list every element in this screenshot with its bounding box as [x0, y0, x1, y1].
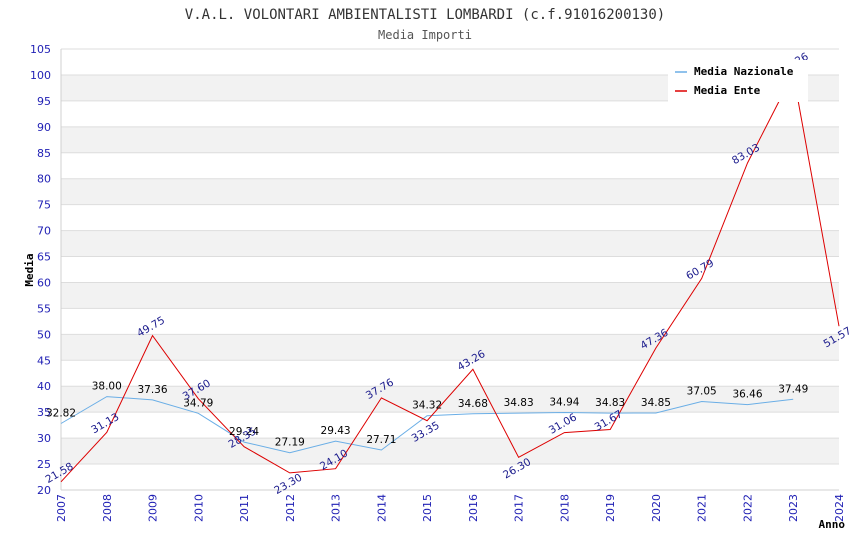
data-label-media-nazionale: 29.43 [321, 425, 351, 437]
grid-band [61, 282, 839, 309]
x-tick-label: 2009 [147, 494, 160, 522]
y-tick-label: 70 [37, 225, 51, 238]
data-label-media-nazionale: 34.79 [183, 397, 213, 409]
data-label-media-nazionale: 34.83 [595, 397, 625, 409]
grid-band [61, 334, 839, 361]
data-label-media-nazionale: 37.36 [137, 384, 167, 396]
legend: Media Nazionale Media Ente [668, 60, 808, 102]
data-label-media-nazionale: 34.85 [641, 397, 671, 409]
x-tick-label: 2022 [741, 494, 754, 522]
y-tick-label: 35 [37, 406, 51, 419]
x-tick-label: 2016 [467, 494, 480, 522]
x-tick-label: 2012 [284, 494, 297, 522]
y-tick-label: 65 [37, 251, 51, 264]
data-label-media-ente: 31.13 [89, 411, 121, 436]
data-labels: 32.82 38.00 37.36 34.79 29.24 27.19 29.43 27.71… [43, 50, 850, 497]
y-tick-label: 60 [37, 276, 51, 289]
chart-title: V.A.L. VOLONTARI AMBIENTALISTI LOMBARDI … [185, 7, 665, 23]
series-line-media-ente [60, 72, 840, 483]
y-tick-label: 55 [37, 302, 51, 315]
data-label-media-nazionale: 34.94 [549, 396, 579, 408]
legend-label-media-ente: Media Ente [694, 84, 761, 97]
y-tick-label: 20 [37, 484, 51, 497]
grid-band [61, 178, 839, 205]
x-tick-label: 2019 [604, 494, 617, 522]
x-tick-label: 2013 [330, 494, 343, 522]
legend-label-media-nazionale: Media Nazionale [694, 65, 794, 78]
data-label-media-nazionale: 34.32 [412, 400, 442, 412]
grid-band [61, 230, 839, 257]
grid-lines [61, 48, 839, 491]
legend-box [668, 60, 808, 102]
x-tick-label: 2024 [833, 494, 846, 522]
data-label-media-ente: 23.30 [272, 472, 304, 497]
x-tick-label: 2008 [101, 494, 114, 522]
x-tick-label: 2017 [513, 494, 526, 522]
y-tick-label: 30 [37, 432, 51, 445]
data-label-media-ente: 60.79 [684, 257, 716, 282]
x-tick-label: 2007 [55, 494, 68, 522]
y-tick-label: 80 [37, 173, 51, 186]
grid-band [61, 438, 839, 465]
x-axis-label: Anno [819, 518, 846, 531]
data-label-media-nazionale: 38.00 [92, 381, 122, 393]
grid-band [61, 126, 839, 153]
data-label-media-nazionale: 27.19 [275, 437, 305, 449]
y-axis-label: Media [23, 253, 36, 286]
y-tick-label: 90 [37, 121, 51, 134]
y-tick-label: 75 [37, 199, 51, 212]
series-line-media-nazionale [60, 396, 794, 454]
grid-bands [61, 74, 839, 465]
x-tick-label: 2010 [192, 494, 205, 522]
grid-band [61, 386, 839, 413]
y-tick-label: 25 [37, 458, 51, 471]
series-lines [60, 72, 840, 483]
y-tick-label: 50 [37, 328, 51, 341]
y-tick-label: 45 [37, 354, 51, 367]
y-tick-label: 105 [30, 43, 51, 56]
x-tick-label: 2021 [696, 494, 709, 522]
chart-subtitle: Media Importi [378, 28, 472, 42]
x-tick-label: 2014 [375, 494, 388, 522]
x-tick-label: 2018 [558, 494, 571, 522]
y-tick-label: 40 [37, 380, 51, 393]
data-label-media-nazionale: 37.49 [778, 383, 808, 395]
y-tick-label: 95 [37, 95, 51, 108]
x-tick-label: 2023 [787, 494, 800, 522]
data-label-media-nazionale: 34.83 [504, 397, 534, 409]
x-tick-label: 2011 [238, 494, 251, 522]
data-label-media-nazionale: 27.71 [366, 434, 396, 446]
x-tick-label: 2020 [650, 494, 663, 522]
data-label-media-nazionale: 29.24 [229, 426, 259, 438]
y-tick-label: 85 [37, 147, 51, 160]
x-tick-labels: 2007 2008 2009 2010 2011 2012 2013 2014 2015 2016… [55, 494, 846, 522]
data-label-media-nazionale: 32.82 [46, 407, 76, 419]
y-tick-labels: 20 25 30 35 40 45 50 55 60 65 70 75 80 85 90 95 100 105 [30, 43, 51, 497]
data-label-media-nazionale: 34.68 [458, 398, 488, 410]
x-tick-label: 2015 [421, 494, 434, 522]
y-tick-label: 100 [30, 69, 51, 82]
data-label-media-nazionale: 36.46 [732, 389, 762, 401]
data-label-media-nazionale: 37.05 [687, 386, 717, 398]
